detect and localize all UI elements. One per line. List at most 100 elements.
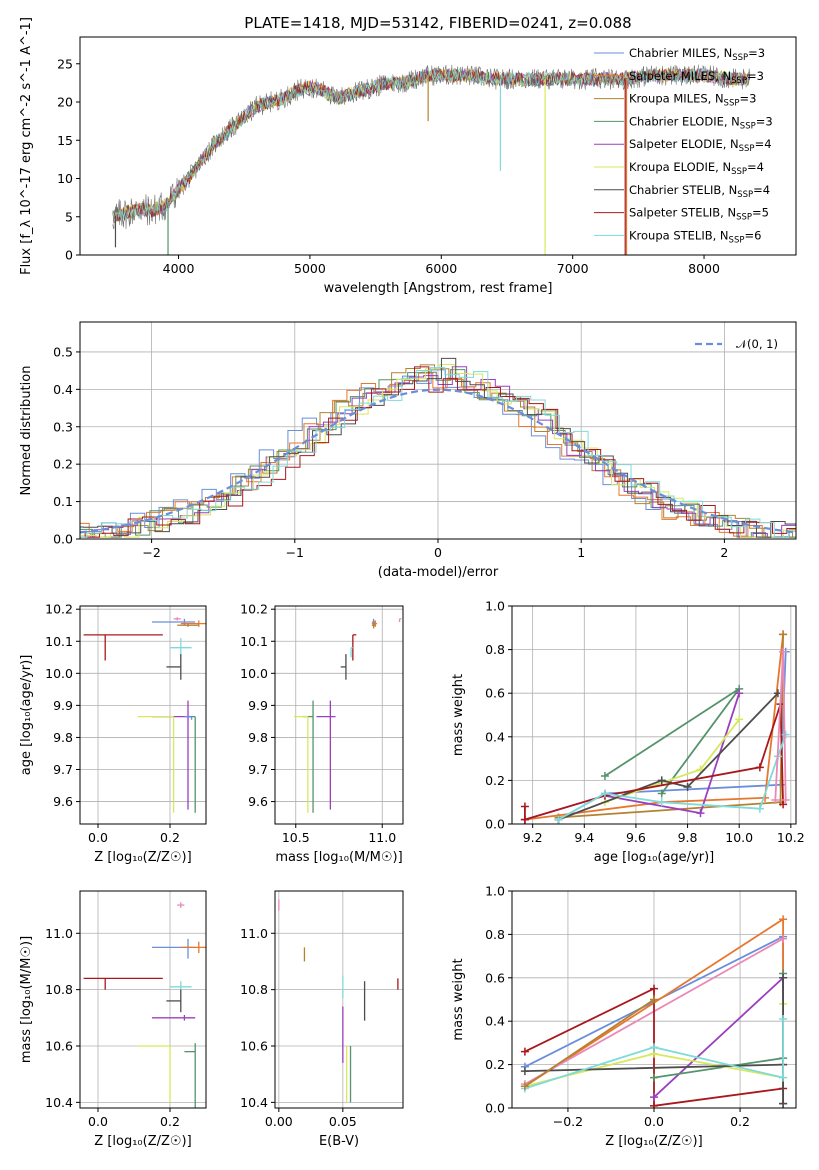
massweight-series xyxy=(524,998,655,1088)
errorbar-point xyxy=(83,634,163,661)
x-tick-label: 10.5 xyxy=(282,830,310,845)
y-tick-label: 0.8 xyxy=(485,642,505,657)
y-tick-label: 10.0 xyxy=(45,666,73,681)
y-tick-label: 10.6 xyxy=(45,1039,73,1054)
y-tick-label: 0.2 xyxy=(53,457,73,472)
massweight-marker xyxy=(657,776,666,785)
massweight-marker xyxy=(650,1043,658,1052)
x-tick-label: 0.05 xyxy=(329,1114,357,1129)
y-tick-label: 10.4 xyxy=(45,1095,73,1110)
y-axis-label: mass weight xyxy=(451,958,466,1040)
massweight-marker xyxy=(779,630,788,639)
axes-frame xyxy=(274,890,404,1109)
errorbar-point xyxy=(340,654,347,680)
massweight-marker xyxy=(683,782,692,791)
legend-entry: 𝒩(0, 1) xyxy=(736,337,778,351)
residual-histogram xyxy=(80,363,796,538)
legend-entry: Salpeter MILES, NSSP=3 xyxy=(629,69,764,86)
spectrum-axes xyxy=(76,63,705,259)
errorbar-point xyxy=(371,622,376,629)
y-axis-label: mass weight xyxy=(451,674,466,756)
x-tick-label: 4000 xyxy=(163,261,195,276)
errorbar-point xyxy=(350,647,353,658)
errorbar-point xyxy=(184,1043,196,1108)
y-tick-label: 9.8 xyxy=(53,730,73,745)
mass_vs_ebv-axes xyxy=(271,891,403,1112)
massweight-marker xyxy=(755,804,764,813)
x-axis-label: Z [log₁₀(Z/Z☉)] xyxy=(94,1134,191,1149)
y-axis-label: Normed distribution xyxy=(19,366,34,496)
x-tick-label: −2 xyxy=(142,545,160,560)
massweight-marker xyxy=(520,815,529,824)
x-axis-label: Z [log₁₀(Z/Z☉)] xyxy=(605,1134,702,1149)
errorbar-point xyxy=(166,989,182,1013)
massweight-marker xyxy=(781,730,790,739)
y-tick-label: 11.0 xyxy=(240,926,268,941)
massweight-marker xyxy=(600,789,609,798)
residual-histogram xyxy=(80,357,796,538)
x-tick-label: 9.6 xyxy=(626,830,646,845)
figure-title: PLATE=1418, MJD=53142, FIBERID=0241, z=0… xyxy=(244,14,631,32)
axes-frame xyxy=(79,890,207,1109)
x-tick-label: 9.4 xyxy=(574,830,594,845)
y-tick-label: 0.1 xyxy=(53,494,73,509)
errorbar-point xyxy=(180,941,206,953)
errorbar-point xyxy=(137,1045,171,1103)
y-tick-label: 0.6 xyxy=(485,686,505,701)
x-tick-label: 11.0 xyxy=(368,830,396,845)
model-spectrum-salpeter-stelib xyxy=(112,67,751,223)
y-tick-label: 10.8 xyxy=(240,982,268,997)
residual-histogram xyxy=(80,364,796,538)
residuals-axes xyxy=(76,322,796,543)
massweight-marker xyxy=(657,789,666,798)
massweight-marker xyxy=(755,763,764,772)
y-tick-label: 9.6 xyxy=(248,794,268,809)
legend-entry: Kroupa MILES, NSSP=3 xyxy=(629,92,756,109)
y-tick-label: 0.6 xyxy=(485,970,505,985)
y-tick-label: 0.8 xyxy=(485,927,505,942)
x-tick-label: 8000 xyxy=(688,261,720,276)
errorbar-point xyxy=(398,618,402,623)
legend-entry: Chabrier MILES, NSSP=3 xyxy=(629,46,765,63)
y-tick-label: 9.7 xyxy=(248,762,268,777)
x-axis-label: mass [log₁₀(M/M☉)] xyxy=(275,850,402,865)
massweight-marker xyxy=(779,1073,788,1082)
errorbar-point xyxy=(177,623,199,627)
x-tick-label: 5000 xyxy=(294,261,326,276)
massweight-marker xyxy=(771,796,780,805)
massweight-marker xyxy=(520,1067,529,1076)
massweight-marker xyxy=(650,995,658,1004)
errorbar-point xyxy=(177,902,185,908)
x-tick-label: −1 xyxy=(286,545,304,560)
y-axis-label: age [log₁₀(age/yr)] xyxy=(19,655,34,776)
errorbar-point xyxy=(166,654,182,680)
x-axis-label: Z [log₁₀(Z/Z☉)] xyxy=(94,850,191,865)
x-tick-label: 2 xyxy=(720,545,728,560)
y-tick-label: 0.4 xyxy=(485,729,505,744)
massweight-marker xyxy=(779,973,788,982)
residual-histogram xyxy=(80,367,796,538)
massweight-marker xyxy=(600,772,609,781)
y-tick-label: 25 xyxy=(57,56,73,71)
x-tick-label: 9.2 xyxy=(523,830,543,845)
errorbar-point xyxy=(83,977,163,990)
residual-histogram xyxy=(80,369,796,538)
x-tick-label: 6000 xyxy=(425,261,457,276)
massweight-marker xyxy=(735,715,744,724)
x-tick-label: 10.0 xyxy=(725,830,753,845)
y-tick-label: 9.8 xyxy=(248,730,268,745)
x-tick-label: 0.0 xyxy=(644,1114,664,1129)
legend-entry: Kroupa ELODIE, NSSP=4 xyxy=(629,160,764,177)
y-tick-label: 9.9 xyxy=(248,698,268,713)
y-tick-label: 1.0 xyxy=(485,599,505,614)
y-tick-label: 0.4 xyxy=(53,382,73,397)
massweight-marker xyxy=(781,796,790,805)
massweight-marker xyxy=(520,1082,529,1091)
residual-histogram xyxy=(80,366,796,538)
x-tick-label: 7000 xyxy=(557,261,589,276)
x-axis-label: wavelength [Angstrom, rest frame] xyxy=(324,281,553,296)
y-tick-label: 10.0 xyxy=(240,666,268,681)
y-tick-label: 0.0 xyxy=(485,817,505,832)
y-tick-label: 5 xyxy=(65,209,73,224)
errorbar-point xyxy=(173,617,181,621)
